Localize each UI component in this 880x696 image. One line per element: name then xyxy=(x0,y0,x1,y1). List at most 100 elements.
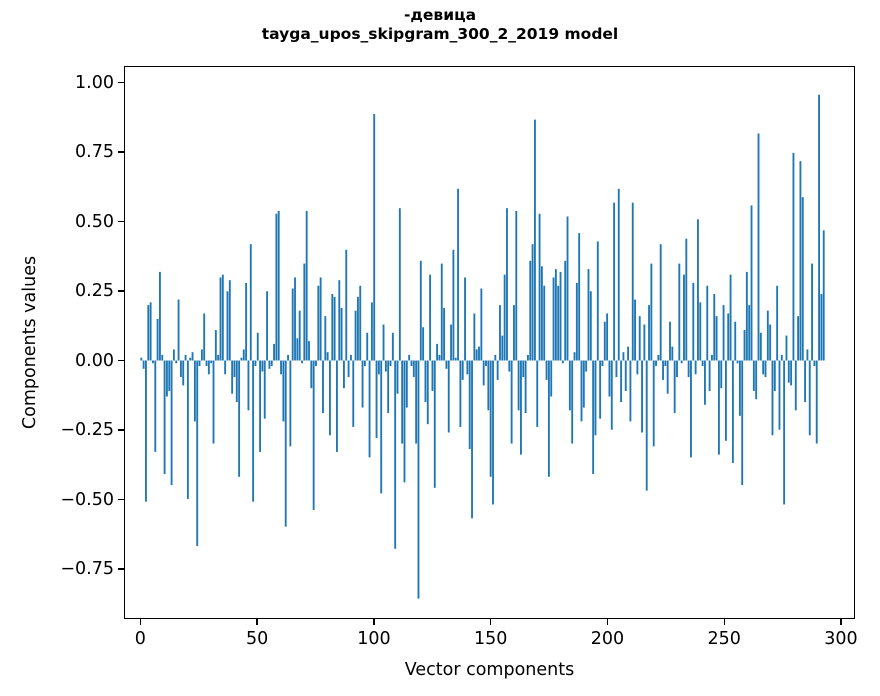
x-tick-mark xyxy=(256,619,258,625)
bar xyxy=(419,260,422,361)
bar xyxy=(261,360,264,372)
bar xyxy=(664,360,667,367)
x-tick-mark xyxy=(606,619,609,625)
bar xyxy=(447,360,450,433)
x-tick-label: 100 xyxy=(357,629,391,649)
bar xyxy=(792,152,795,361)
x-tick-label: 200 xyxy=(590,629,625,649)
bar xyxy=(389,360,392,367)
bar xyxy=(738,360,741,416)
bar xyxy=(794,360,797,411)
chart-title-line-2: tayga_upos_skipgram_300_2_2019 model xyxy=(261,25,619,43)
bar xyxy=(382,324,385,361)
bar xyxy=(601,360,604,367)
bar xyxy=(270,360,273,367)
bar xyxy=(536,360,539,427)
bar xyxy=(752,360,755,391)
bar xyxy=(773,360,776,391)
bar xyxy=(356,296,359,361)
bar xyxy=(785,335,788,361)
bar xyxy=(520,360,522,455)
bar xyxy=(410,360,413,367)
bar xyxy=(324,316,327,361)
bar xyxy=(610,360,613,430)
bar xyxy=(165,360,168,397)
y-tick-mark xyxy=(118,220,124,223)
bar xyxy=(235,360,238,403)
bar xyxy=(790,360,793,386)
x-tick-label: 300 xyxy=(824,629,858,649)
bar xyxy=(475,349,478,361)
bar xyxy=(578,233,581,361)
bar xyxy=(580,360,583,422)
x-tick-label: 50 xyxy=(245,629,269,649)
bar xyxy=(384,360,387,372)
bar xyxy=(247,360,250,411)
bar xyxy=(769,324,772,361)
bar xyxy=(717,360,720,455)
bar xyxy=(627,346,630,361)
bar xyxy=(531,244,534,361)
bar xyxy=(550,360,553,397)
bar xyxy=(433,360,436,488)
bar xyxy=(697,219,699,361)
bar xyxy=(152,360,154,364)
bar xyxy=(799,161,802,361)
bar xyxy=(524,360,527,414)
bar xyxy=(277,210,280,361)
bar xyxy=(142,360,145,369)
bar xyxy=(256,332,259,361)
bar xyxy=(259,360,262,452)
bar xyxy=(312,360,315,511)
bar xyxy=(147,305,150,361)
bar xyxy=(492,360,494,505)
bar xyxy=(373,114,376,361)
bar xyxy=(575,282,578,361)
bar xyxy=(436,343,439,361)
bar xyxy=(210,360,213,364)
bar xyxy=(594,360,597,436)
bar xyxy=(547,360,550,477)
bar xyxy=(533,119,536,361)
bar xyxy=(783,360,786,505)
bar xyxy=(352,360,355,427)
bar xyxy=(273,343,275,361)
bar xyxy=(175,360,178,364)
bar xyxy=(822,230,825,361)
x-tick-mark xyxy=(139,619,142,625)
y-tick-mark xyxy=(118,429,124,431)
bar xyxy=(370,302,373,361)
bar xyxy=(690,360,692,458)
bar xyxy=(526,354,529,361)
bar xyxy=(156,318,159,361)
bar xyxy=(759,332,762,361)
bar xyxy=(694,360,697,375)
y-tick-label: 0.00 xyxy=(75,350,114,371)
bar xyxy=(631,202,634,361)
bar xyxy=(254,360,257,367)
bar xyxy=(657,354,660,361)
bar xyxy=(678,263,681,361)
bar xyxy=(636,360,639,375)
bar-series-canvas xyxy=(140,94,825,599)
x-axis-label: Vector components xyxy=(404,660,575,680)
bar xyxy=(710,354,713,361)
bar xyxy=(564,260,567,361)
bar xyxy=(226,291,229,361)
bar xyxy=(387,360,390,414)
bar xyxy=(359,285,362,361)
bar xyxy=(480,288,483,361)
bar xyxy=(179,360,182,378)
y-tick-mark xyxy=(118,498,124,501)
bar xyxy=(214,330,217,361)
bar xyxy=(766,310,769,361)
bar xyxy=(485,360,487,367)
bar xyxy=(289,360,292,447)
bar xyxy=(154,360,157,452)
bar xyxy=(291,288,294,361)
bar xyxy=(599,360,602,419)
bar xyxy=(287,354,289,361)
bar xyxy=(403,360,406,483)
bar xyxy=(282,360,285,422)
bar xyxy=(669,321,671,361)
